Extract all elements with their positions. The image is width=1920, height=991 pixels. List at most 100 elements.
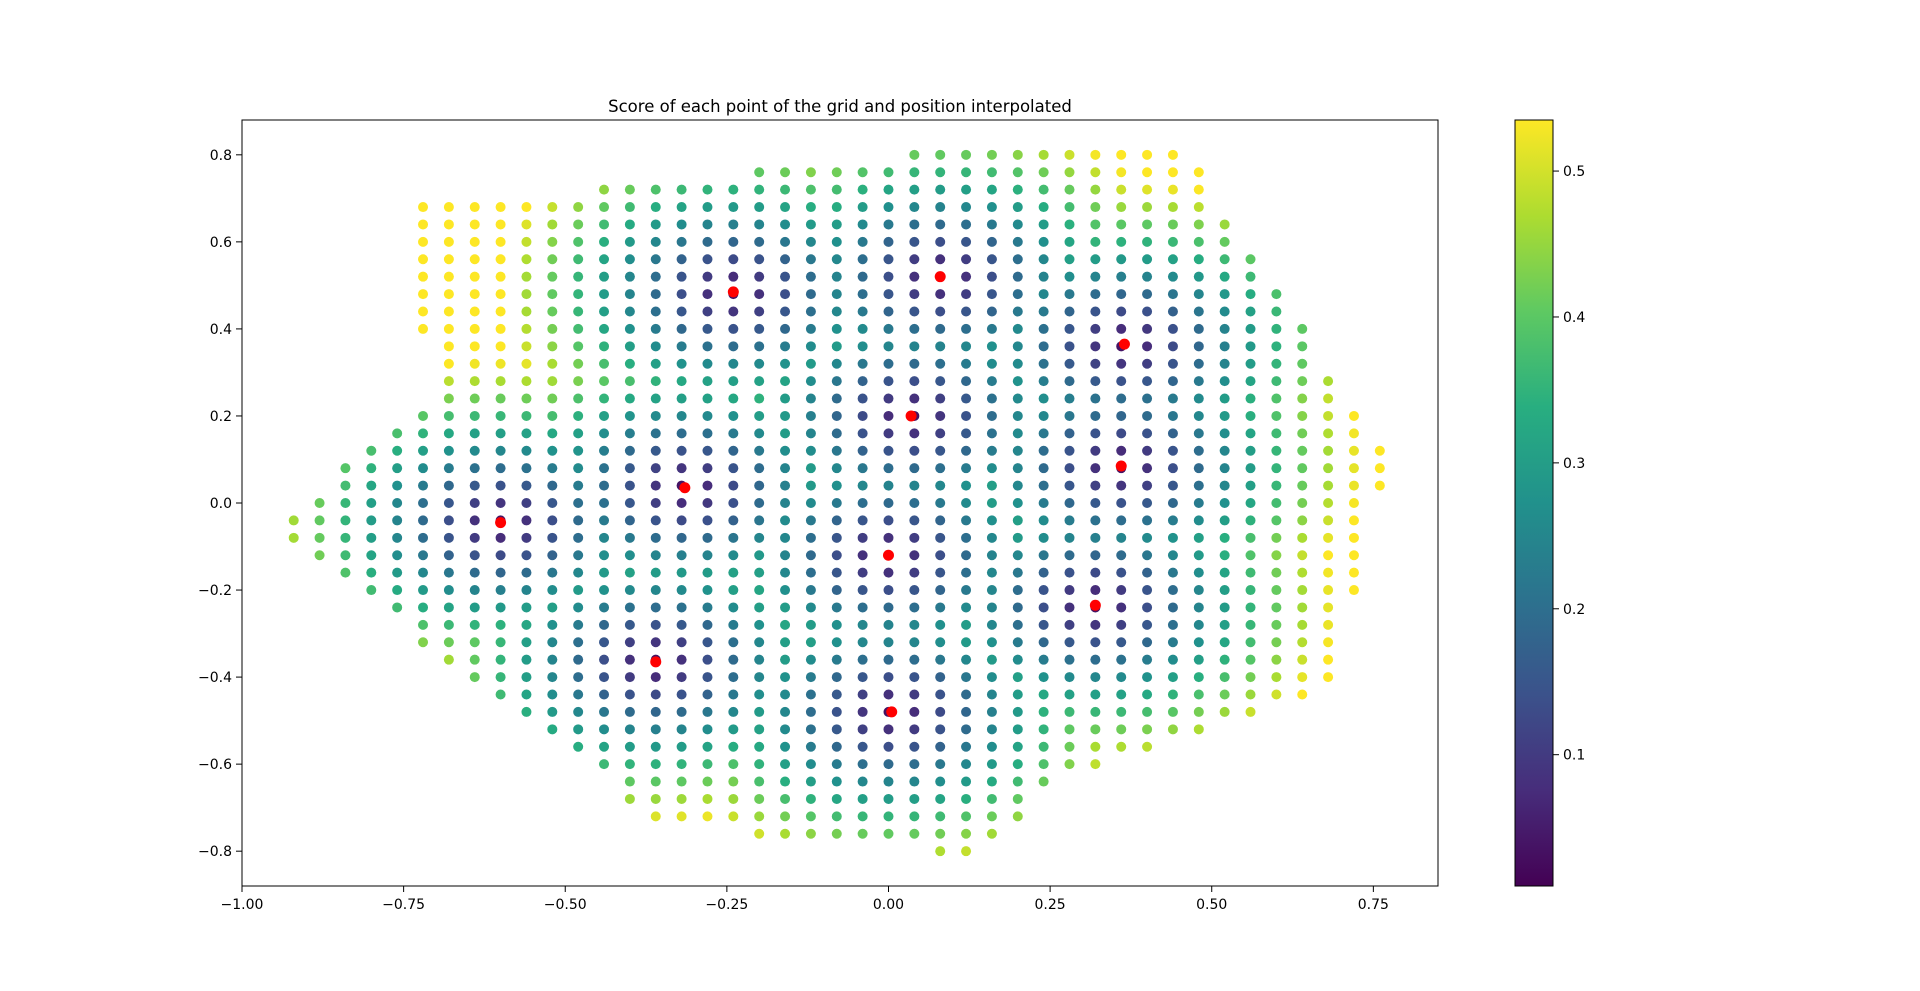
grid-point [1038, 219, 1049, 230]
grid-point [1245, 654, 1256, 665]
grid-point [392, 532, 403, 543]
grid-point [909, 585, 920, 596]
grid-point [1116, 672, 1127, 683]
grid-point [986, 236, 997, 247]
grid-point [831, 376, 842, 387]
grid-point [1038, 672, 1049, 683]
grid-point [392, 602, 403, 613]
grid-point [1038, 306, 1049, 317]
grid-point [986, 202, 997, 213]
grid-point [1064, 289, 1075, 300]
grid-point [883, 410, 894, 421]
grid-point [650, 202, 661, 213]
grid-point [340, 463, 351, 474]
grid-point [573, 532, 584, 543]
grid-point [728, 341, 739, 352]
grid-point [340, 480, 351, 491]
grid-point [805, 289, 816, 300]
grid-point [1064, 706, 1075, 717]
grid-point [961, 828, 972, 839]
grid-point [909, 480, 920, 491]
grid-point [780, 202, 791, 213]
grid-point [469, 202, 480, 213]
grid-point [1323, 672, 1334, 683]
grid-point [780, 515, 791, 526]
grid-point [1038, 706, 1049, 717]
grid-point [1193, 532, 1204, 543]
grid-point [599, 271, 610, 282]
grid-point [521, 463, 532, 474]
grid-point [469, 254, 480, 265]
grid-point [1012, 585, 1023, 596]
grid-point [676, 567, 687, 578]
grid-point [443, 654, 454, 665]
chart-title: Score of each point of the grid and posi… [608, 97, 1072, 116]
grid-point [909, 672, 920, 683]
grid-point [1219, 341, 1230, 352]
grid-point [1090, 619, 1101, 630]
grid-point [366, 445, 377, 456]
grid-point [1142, 619, 1153, 630]
grid-point [1193, 410, 1204, 421]
grid-point [1038, 463, 1049, 474]
grid-point [1297, 515, 1308, 526]
grid-point [599, 585, 610, 596]
grid-point [805, 637, 816, 648]
grid-point [754, 515, 765, 526]
grid-point [1116, 167, 1127, 178]
grid-point [521, 480, 532, 491]
grid-point [1323, 463, 1334, 474]
grid-point [1297, 550, 1308, 561]
grid-point [1064, 358, 1075, 369]
grid-point [1038, 254, 1049, 265]
grid-point [1193, 167, 1204, 178]
x-tick-label: 0.75 [1358, 897, 1389, 913]
grid-point [495, 341, 506, 352]
grid-point [935, 376, 946, 387]
grid-point [1064, 376, 1075, 387]
grid-point [314, 532, 325, 543]
grid-point [599, 602, 610, 613]
grid-point [573, 724, 584, 735]
grid-point [857, 219, 868, 230]
grid-point [1142, 515, 1153, 526]
grid-point [1064, 689, 1075, 700]
grid-point [1090, 428, 1101, 439]
grid-point [443, 619, 454, 630]
grid-point [702, 811, 713, 822]
grid-point [1012, 776, 1023, 787]
grid-point [1245, 672, 1256, 683]
grid-point [495, 463, 506, 474]
grid-point [754, 167, 765, 178]
grid-point [624, 271, 635, 282]
grid-point [935, 254, 946, 265]
grid-point [1271, 637, 1282, 648]
grid-point [702, 410, 713, 421]
grid-point [702, 445, 713, 456]
grid-point [1193, 202, 1204, 213]
grid-point [1116, 637, 1127, 648]
grid-point [935, 637, 946, 648]
grid-point [1245, 619, 1256, 630]
grid-point [624, 498, 635, 508]
grid-point [1038, 236, 1049, 247]
grid-point [702, 463, 713, 474]
grid-point [1038, 567, 1049, 578]
grid-point [961, 341, 972, 352]
grid-point [961, 236, 972, 247]
grid-point [728, 393, 739, 404]
grid-point [1219, 637, 1230, 648]
grid-point [1090, 759, 1101, 770]
grid-point [1142, 498, 1153, 508]
grid-point [909, 376, 920, 387]
grid-point [1064, 480, 1075, 491]
grid-point [573, 428, 584, 439]
grid-point [392, 515, 403, 526]
grid-point [624, 219, 635, 230]
grid-point [521, 637, 532, 648]
grid-point [1193, 672, 1204, 683]
grid-point [831, 619, 842, 630]
grid-point [392, 480, 403, 491]
grid-point [1038, 358, 1049, 369]
grid-point [418, 637, 429, 648]
